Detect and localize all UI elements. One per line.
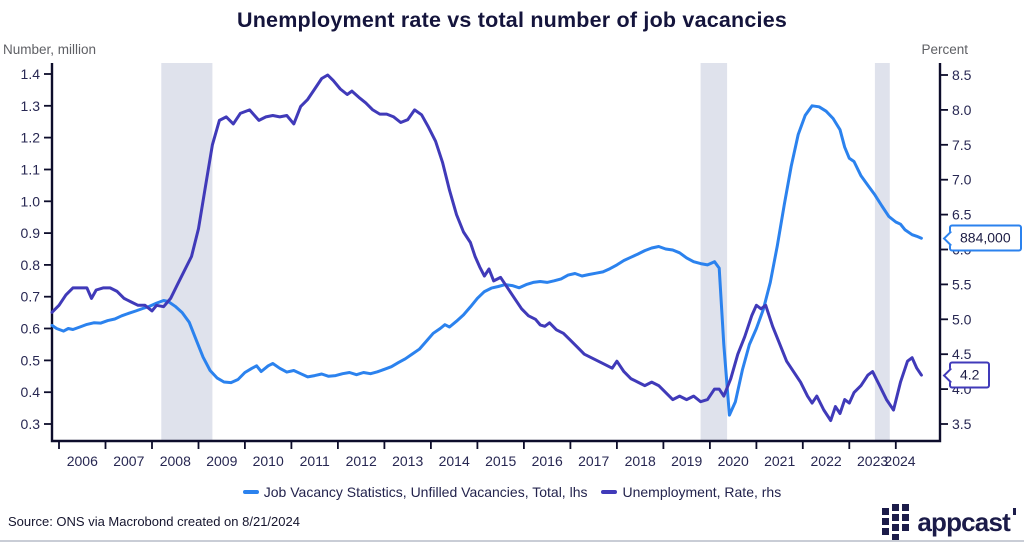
svg-text:3.5: 3.5 xyxy=(952,416,972,432)
svg-text:2006: 2006 xyxy=(67,453,98,469)
svg-text:1.0: 1.0 xyxy=(21,193,41,209)
svg-text:0.7: 0.7 xyxy=(21,289,41,305)
recession-band xyxy=(161,63,213,441)
legend-label-unemployment: Unemployment, Rate, rhs xyxy=(622,484,782,500)
svg-text:2022: 2022 xyxy=(811,453,842,469)
svg-text:2008: 2008 xyxy=(160,453,191,469)
recession-band xyxy=(874,63,890,441)
svg-text:7.5: 7.5 xyxy=(952,137,972,153)
svg-text:2009: 2009 xyxy=(206,453,237,469)
svg-text:2007: 2007 xyxy=(113,453,144,469)
svg-text:0.4: 0.4 xyxy=(21,384,41,400)
svg-text:8.5: 8.5 xyxy=(952,67,972,83)
svg-text:4.5: 4.5 xyxy=(952,346,972,362)
source-note: Source: ONS via Macrobond created on 8/2… xyxy=(8,514,300,529)
svg-text:1.2: 1.2 xyxy=(21,130,41,146)
svg-text:1.1: 1.1 xyxy=(21,162,41,178)
recession-band xyxy=(700,63,728,441)
svg-text:2017: 2017 xyxy=(578,453,609,469)
svg-text:8.0: 8.0 xyxy=(952,102,972,118)
legend: Job Vacancy Statistics, Unfilled Vacanci… xyxy=(0,484,1024,500)
svg-text:0.8: 0.8 xyxy=(21,257,41,273)
svg-text:2023: 2023 xyxy=(857,453,888,469)
appcast-logo-icon xyxy=(882,504,910,540)
svg-text:2021: 2021 xyxy=(764,453,795,469)
svg-text:2012: 2012 xyxy=(346,453,377,469)
svg-text:0.6: 0.6 xyxy=(21,321,41,337)
svg-text:5.5: 5.5 xyxy=(952,276,972,292)
trademark-tick xyxy=(1013,508,1016,515)
svg-text:7.0: 7.0 xyxy=(952,172,972,188)
svg-text:2015: 2015 xyxy=(485,453,516,469)
svg-text:2011: 2011 xyxy=(300,453,330,469)
series-line xyxy=(50,104,923,417)
svg-text:1.4: 1.4 xyxy=(21,66,41,82)
svg-text:2020: 2020 xyxy=(718,453,749,469)
svg-text:2018: 2018 xyxy=(625,453,656,469)
vacancies-line-swatch xyxy=(242,490,259,494)
svg-text:2016: 2016 xyxy=(532,453,563,469)
vacancies-callout-text: 884,000 xyxy=(960,229,1011,246)
svg-text:2013: 2013 xyxy=(392,453,423,469)
unemployment-callout-text: 4.2 xyxy=(960,366,980,383)
series-line xyxy=(50,73,923,422)
svg-text:2019: 2019 xyxy=(671,453,702,469)
svg-text:0.9: 0.9 xyxy=(21,225,41,241)
page-title: Unemployment rate vs total number of job… xyxy=(236,8,788,32)
svg-text:5.0: 5.0 xyxy=(952,311,972,327)
legend-item-unemployment: Unemployment, Rate, rhs xyxy=(601,484,781,500)
unemployment-value-callout: 4.2 xyxy=(949,361,991,389)
legend-label-vacancies: Job Vacancy Statistics, Unfilled Vacanci… xyxy=(263,484,588,500)
svg-text:2010: 2010 xyxy=(253,453,284,469)
right-axis-unit-label: Percent xyxy=(921,42,968,57)
vacancies-value-callout: 884,000 xyxy=(949,224,1022,252)
svg-text:2014: 2014 xyxy=(439,453,470,469)
svg-text:1.3: 1.3 xyxy=(21,98,41,114)
legend-item-vacancies: Job Vacancy Statistics, Unfilled Vacanci… xyxy=(242,484,588,500)
appcast-logo-text: appcast xyxy=(917,507,1016,538)
unemployment-line-swatch xyxy=(601,490,618,494)
svg-text:6.5: 6.5 xyxy=(952,207,972,223)
svg-text:0.3: 0.3 xyxy=(21,416,41,432)
left-axis-unit-label: Number, million xyxy=(3,42,97,57)
svg-text:2024: 2024 xyxy=(884,453,915,469)
appcast-logo: appcast xyxy=(882,504,1016,540)
svg-text:0.5: 0.5 xyxy=(21,352,41,368)
